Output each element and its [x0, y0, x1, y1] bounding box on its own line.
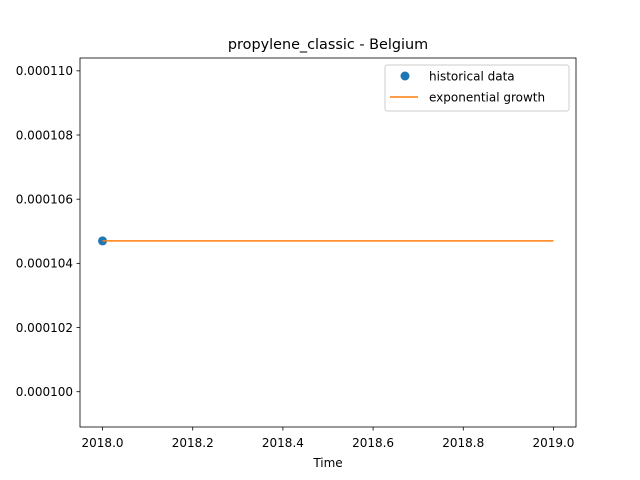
x-axis-ticks: 2018.0 2018.2 2018.4 2018.6 2018.8 2019.0 — [82, 427, 574, 450]
y-tick-label: 0.000106 — [16, 192, 73, 206]
chart-title: propylene_classic - Belgium — [228, 37, 428, 53]
legend-label-historical-data: historical data — [429, 70, 515, 84]
y-tick-label: 0.000102 — [16, 321, 73, 335]
legend: historical data exponential growth — [384, 64, 570, 112]
legend-marker-historical-data — [400, 71, 410, 81]
x-tick-label: 2019.0 — [532, 436, 574, 450]
y-axis-ticks: 0.000100 0.000102 0.000104 0.000106 0.000108… — [16, 64, 80, 399]
x-tick-label: 2018.2 — [172, 436, 214, 450]
y-tick-label: 0.000100 — [16, 385, 73, 399]
y-tick-label: 0.000110 — [16, 64, 73, 78]
y-tick-label: 0.000104 — [16, 257, 73, 271]
plot-marks — [98, 236, 554, 246]
x-tick-label: 2018.4 — [262, 436, 304, 450]
y-tick-label: 0.000108 — [16, 128, 73, 142]
x-tick-label: 2018.6 — [352, 436, 394, 450]
legend-box — [384, 64, 570, 112]
x-tick-label: 2018.8 — [442, 436, 484, 450]
plot-frame — [79, 57, 577, 428]
x-axis-label: Time — [312, 456, 342, 470]
legend-label-exponential-growth: exponential growth — [429, 91, 545, 105]
x-tick-label: 2018.0 — [82, 436, 124, 450]
